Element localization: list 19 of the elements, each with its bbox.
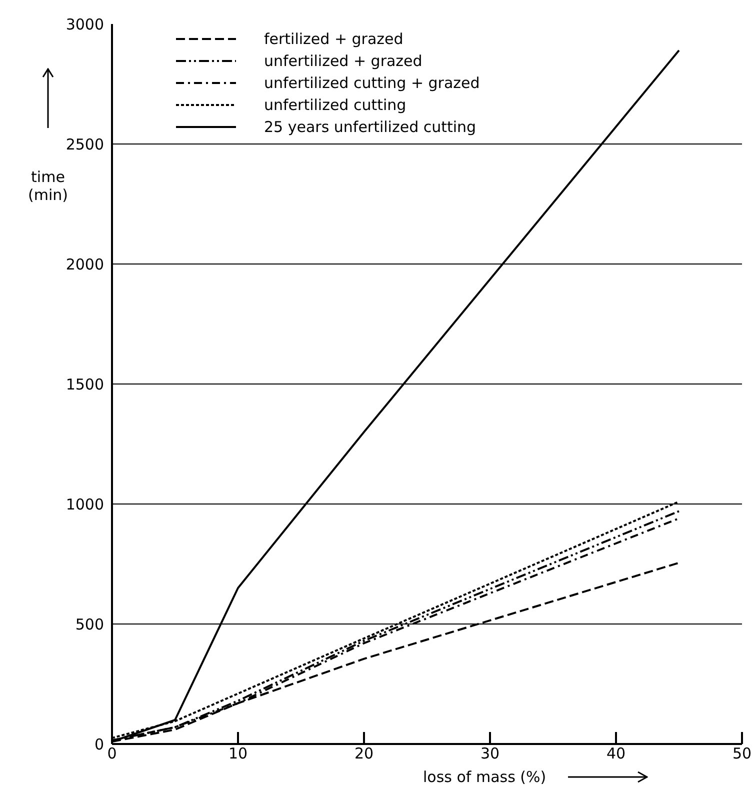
y-tick-label: 500 <box>75 615 104 634</box>
legend-label: unfertilized cutting + grazed <box>264 74 480 92</box>
y-tick-label: 3000 <box>66 15 104 34</box>
legend-label: 25 years unfertilized cutting <box>264 118 476 136</box>
y-axis-title: time (min) <box>27 168 69 204</box>
y-tick-label: 1500 <box>66 375 104 394</box>
x-tick-label: 50 <box>732 744 752 763</box>
x-tick-label: 40 <box>606 744 626 763</box>
x-tick-label: 10 <box>228 744 248 763</box>
legend-label: unfertilized cutting <box>264 96 406 114</box>
x-axis-title: loss of mass (%) <box>423 768 546 786</box>
x-tick-label: 0 <box>107 744 117 763</box>
y-tick-label: 2000 <box>66 255 104 274</box>
y-tick-label: 1000 <box>66 495 104 514</box>
x-tick-label: 20 <box>354 744 374 763</box>
y-tick-label: 2500 <box>66 135 104 154</box>
x-tick-label: 30 <box>480 744 500 763</box>
legend-label: fertilized + grazed <box>264 30 404 48</box>
legend-label: unfertilized + grazed <box>264 52 422 70</box>
